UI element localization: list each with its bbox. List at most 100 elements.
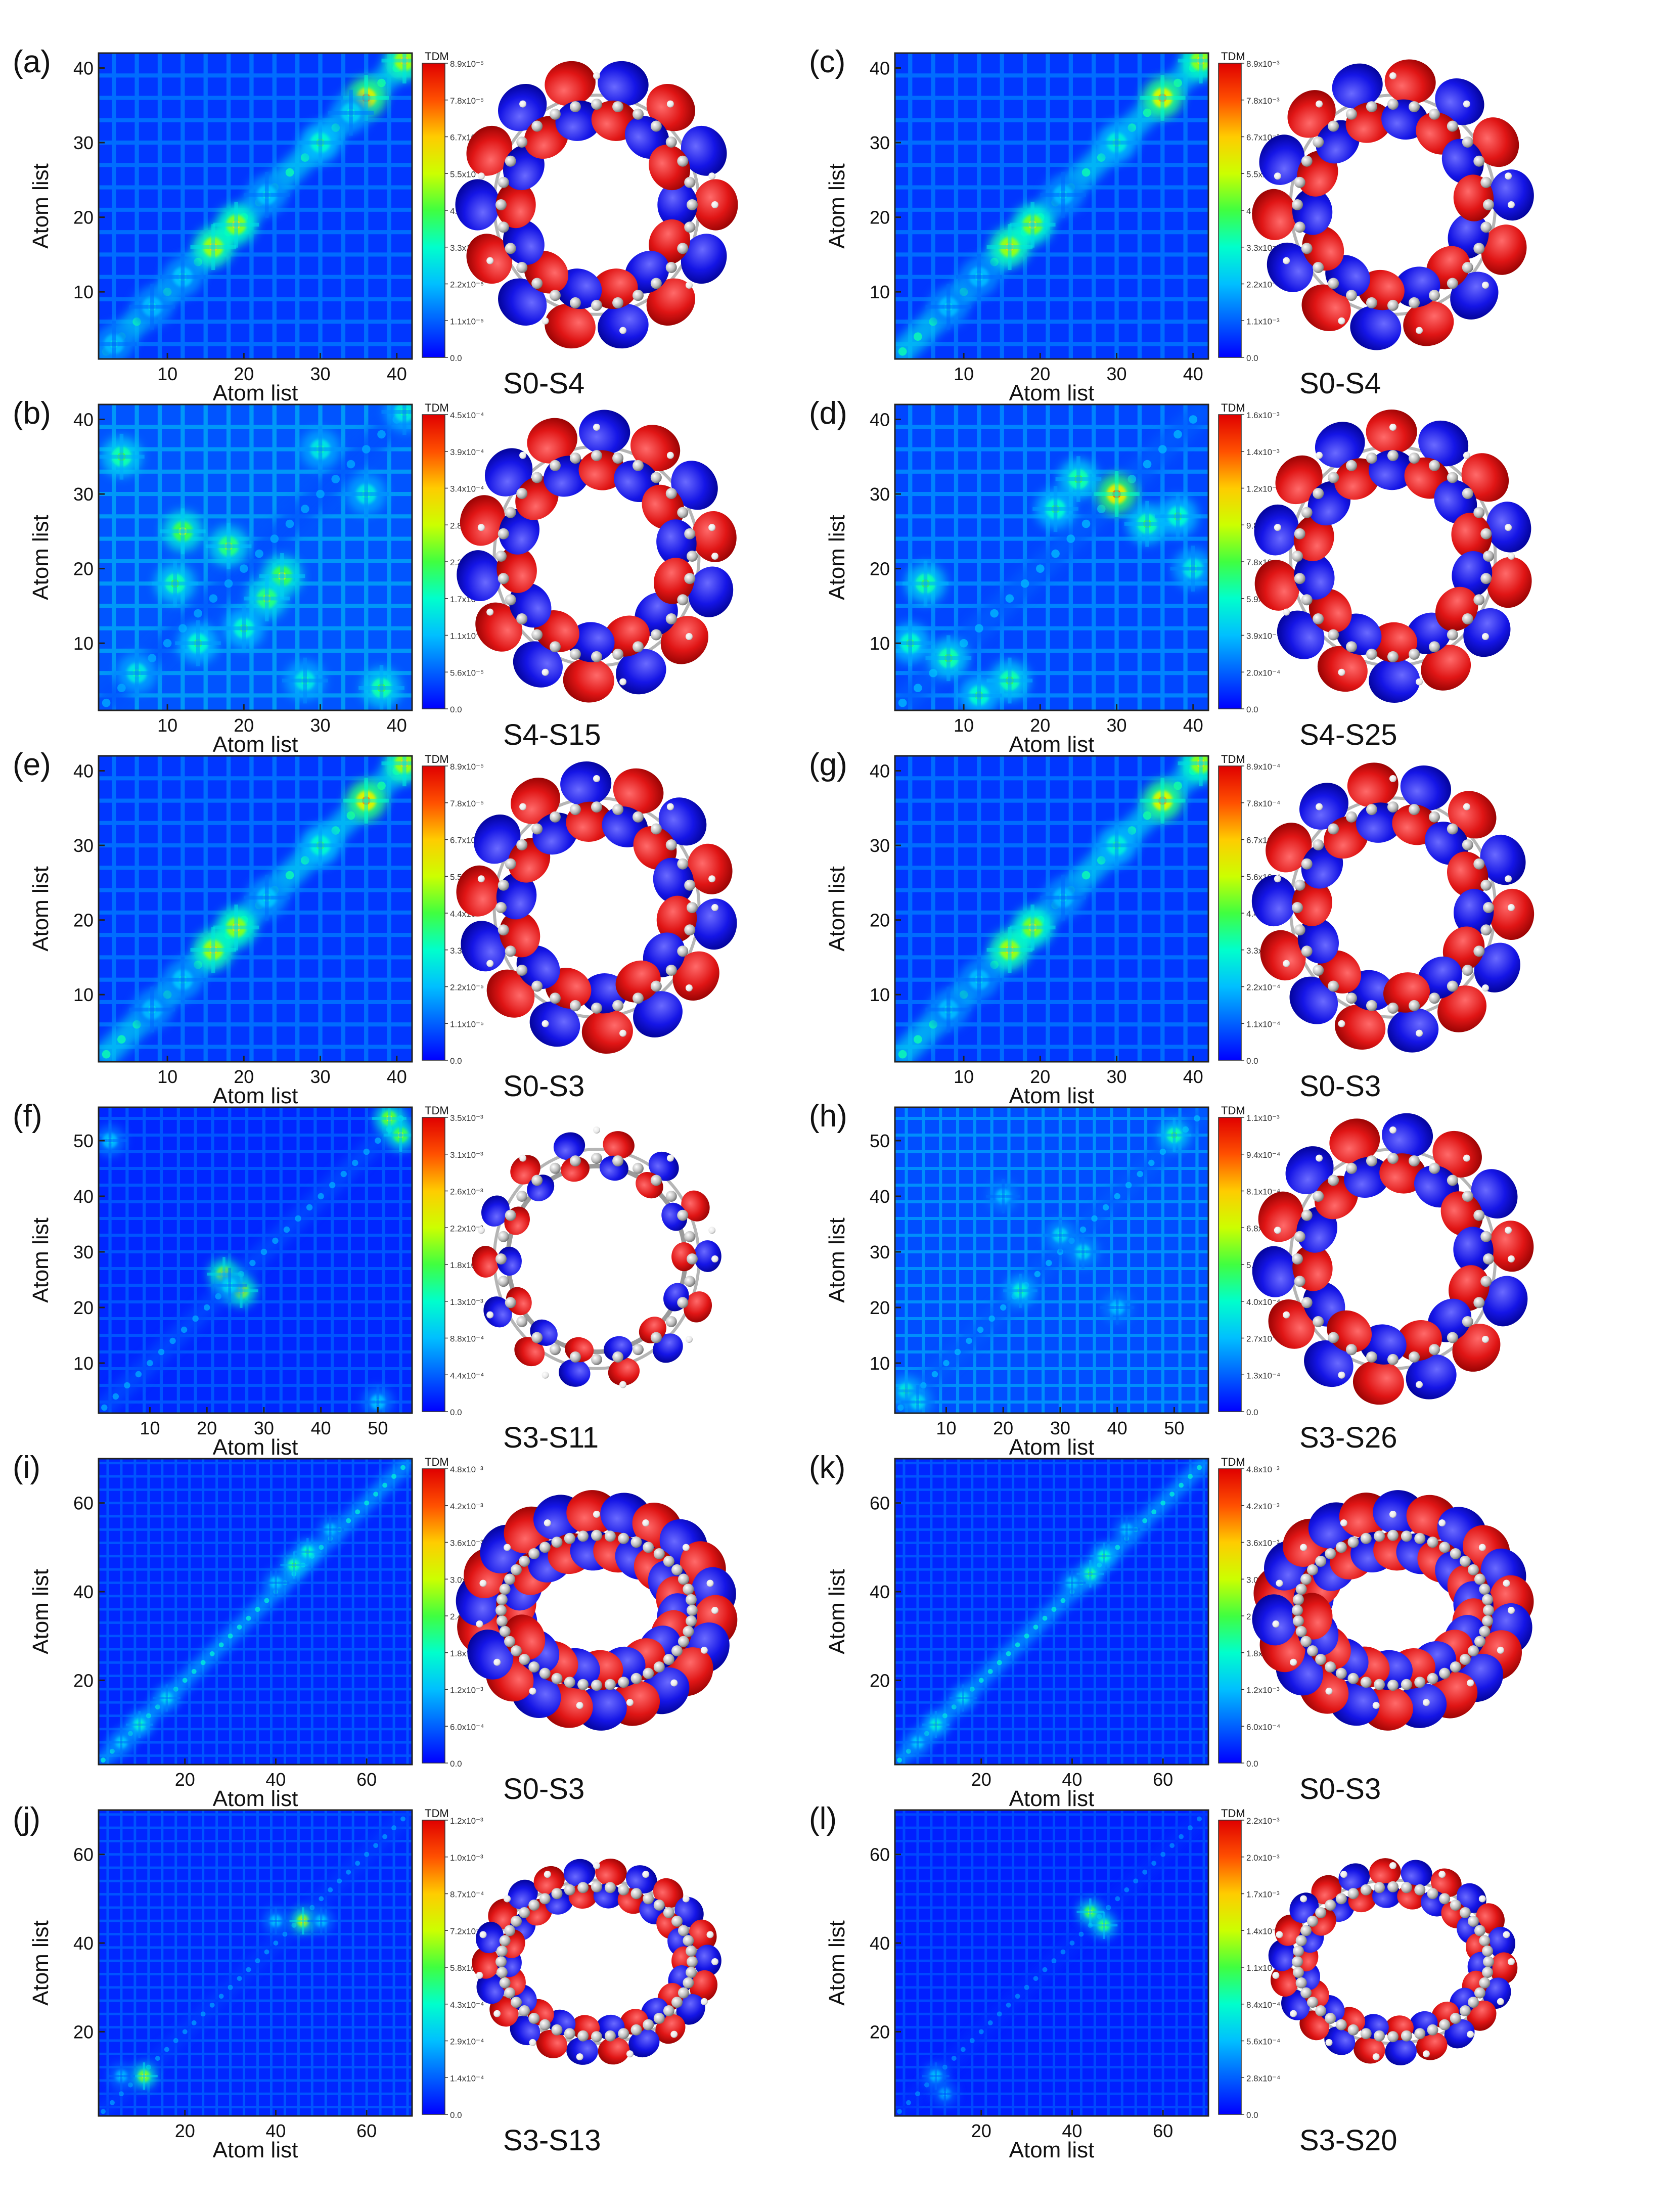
carbon-atom [1462, 487, 1473, 499]
hydrogen-atom [519, 452, 527, 459]
carbon-atom [1374, 1882, 1385, 1893]
heatmap-diagonal-cell [164, 2047, 169, 2052]
carbon-atom [643, 2019, 654, 2030]
heatmap-diagonal-cell [978, 2029, 984, 2035]
heatmap-diagonal-cell [158, 1348, 165, 1356]
carbon-atom [531, 823, 543, 835]
carbon-atom [531, 1332, 543, 1343]
orbital-lobe [1474, 942, 1520, 992]
y-tick-label: 20 [73, 1670, 94, 1691]
carbon-atom [1450, 1899, 1461, 1911]
carbon-atom [1313, 839, 1324, 850]
carbon-atom [577, 1882, 589, 1893]
hydrogen-atom [542, 668, 549, 676]
y-axis-label: Atom list [825, 1920, 849, 2006]
carbon-atom [1347, 1888, 1359, 1900]
hydrogen-atom [711, 201, 718, 208]
carbon-atom [1294, 879, 1305, 891]
heatmap-diagonal-cell [169, 1337, 176, 1344]
panel-label: (e) [13, 747, 51, 782]
colorbar-tick-label: 8.4x10⁻⁴ [1246, 2000, 1280, 2010]
carbon-atom [1387, 1353, 1399, 1365]
carbon-atom [665, 613, 677, 625]
y-tick-label: 60 [73, 1493, 94, 1514]
x-tick-label: 40 [311, 1418, 331, 1438]
heatmap-diagonal-cell [898, 347, 907, 356]
carbon-atom [1401, 1679, 1412, 1690]
y-tick-label: 10 [73, 633, 94, 654]
hydrogen-atom [1338, 668, 1345, 676]
y-axis-label: Atom list [28, 515, 53, 600]
heatmap-hotspot [153, 1684, 181, 1712]
colorbar-title: TDM [425, 1807, 449, 1820]
carbon-atom [516, 965, 528, 976]
x-tick-label: 20 [234, 1066, 254, 1087]
orbital-lobe [472, 1246, 500, 1278]
colorbar [422, 414, 445, 709]
colorbar-tick-label: 2.2x10⁻³ [1246, 280, 1280, 290]
orbital-lobe [545, 303, 596, 349]
heatmap-hotspot [175, 620, 221, 666]
hydrogen-atom [1274, 172, 1281, 180]
heatmap-diagonal-cell [237, 1976, 242, 1981]
y-axis-label: Atom list [825, 1217, 849, 1303]
carbon-atom [684, 1231, 696, 1242]
hydrogen-atom [1300, 1895, 1307, 1903]
carbon-atom [1401, 1882, 1412, 1893]
heatmap-diagonal-cell [897, 1404, 904, 1411]
carbon-atom [630, 2024, 642, 2036]
carbon-atom [498, 221, 509, 233]
carbon-atom [1292, 1956, 1303, 1967]
orbital-lobe [475, 602, 522, 652]
heatmap-diagonal-cell [977, 1326, 984, 1333]
carbon-atom [618, 1884, 629, 1895]
heatmap-hotspot [262, 1569, 290, 1597]
carbon-atom [1462, 1190, 1473, 1202]
orbital-lobe [689, 1970, 718, 2002]
panel-label: (k) [809, 1450, 845, 1485]
hydrogen-atom [1389, 1511, 1396, 1518]
heatmap-hotspot [1178, 756, 1208, 787]
carbon-atom [1429, 290, 1440, 301]
carbon-atom [1447, 823, 1458, 835]
heatmap-hotspot [381, 756, 412, 787]
y-tick-label: 30 [870, 132, 890, 153]
heatmap-diagonal-cell [1046, 1259, 1052, 1267]
heatmap-hotspot [282, 657, 328, 704]
carbon-atom [1474, 1573, 1485, 1585]
hydrogen-atom [1276, 1931, 1283, 1938]
heatmap-diagonal-cell [255, 1607, 260, 1612]
carbon-atom [1467, 1997, 1479, 2008]
orbital-lobe [499, 508, 540, 555]
heatmap-diagonal-cell [1143, 460, 1152, 469]
plot-frame [98, 1809, 413, 2117]
carbon-atom [1374, 2030, 1385, 2042]
carbon-atom [1360, 1677, 1372, 1688]
panel-d: (d) 10 20 30 40 10 20 30 40 Atom list Atom list TDM… [809, 396, 1532, 757]
carbon-atom [1409, 1351, 1420, 1363]
heatmap-diagonal-cell [990, 609, 999, 618]
heatmap-diagonal-cell [282, 1931, 288, 1937]
heatmap-diagonal-cell [954, 1348, 961, 1356]
heatmap [99, 404, 412, 710]
plot-frame [894, 52, 1209, 360]
heatmap-diagonal-cell [285, 871, 294, 880]
x-tick-label: 40 [1183, 364, 1203, 384]
transition-label: S0-S3 [1299, 1070, 1381, 1103]
heatmap-diagonal-cell [951, 2056, 957, 2061]
heatmap-diagonal-cell [209, 594, 218, 603]
heatmap-diagonal-cell [306, 1204, 313, 1211]
carbon-atom [1315, 2005, 1327, 2017]
y-tick-label: 10 [73, 1353, 94, 1374]
heatmap-diagonal-cell [1005, 594, 1014, 603]
colorbar-tick-label: 1.1x10⁻⁵ [450, 317, 484, 326]
heatmap [99, 53, 412, 359]
hydrogen-atom [593, 1126, 600, 1134]
orbital-lobe [1252, 1246, 1297, 1297]
heatmap-hotspot [383, 1118, 412, 1152]
carbon-atom [1467, 1564, 1479, 1575]
carbon-atom [1325, 1548, 1336, 1559]
orbital-lobe [1289, 1892, 1319, 1923]
carbon-atom [650, 1332, 662, 1343]
x-tick-label: 20 [971, 2120, 991, 2141]
